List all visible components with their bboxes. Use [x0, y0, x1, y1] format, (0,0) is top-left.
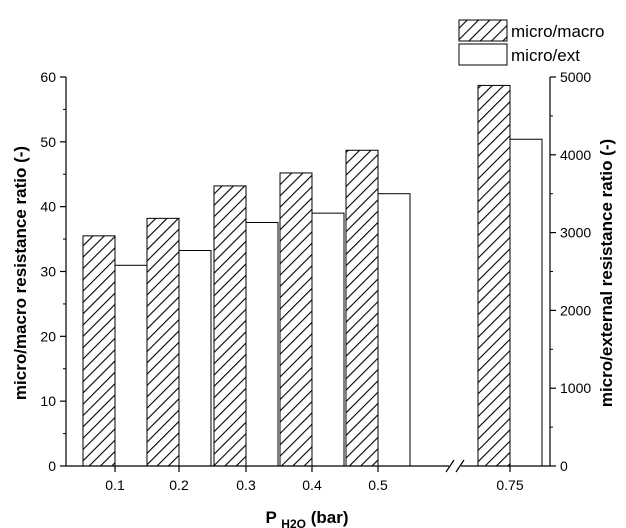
y-left-tick-label-10: 10	[40, 393, 56, 409]
legend-label-micro-ext: micro/ext	[511, 46, 580, 65]
x-axis-title-suffix: (bar)	[311, 508, 349, 527]
legend-swatch-micro-ext	[458, 43, 508, 66]
y-left-tick-label-0: 0	[48, 458, 56, 474]
bar-micro-macro-0.4	[279, 172, 313, 467]
y-axis-right-title: micro/external resistance ratio (-)	[597, 139, 616, 407]
x-tick-label-0.3: 0.3	[236, 477, 256, 493]
x-tick-label-0.2: 0.2	[169, 477, 189, 493]
y-right-tick-label-5000: 5000	[560, 69, 591, 85]
y-right-tick-label-2000: 2000	[560, 302, 591, 318]
bar-micro-ext-0.1	[114, 264, 148, 467]
y-left-tick-label-30: 30	[40, 264, 56, 280]
x-axis-title: P H2O (bar)	[266, 508, 349, 528]
bar-micro-macro-0.2	[146, 217, 180, 467]
x-tick-label-0.4: 0.4	[302, 477, 322, 493]
legend: micro/macro micro/ext	[458, 19, 605, 66]
axis-break-mark-2	[455, 459, 465, 473]
y-right-tick-label-4000: 4000	[560, 147, 591, 163]
y-left-tick-label-60: 60	[40, 69, 56, 85]
axes-layer: 0 10 20 30 40 50 60 0 1000 2000 3000 4000 5000 0.1 0.2…	[40, 69, 591, 493]
y-left-tick-label-40: 40	[40, 199, 56, 215]
bar-micro-ext-0.5	[377, 193, 411, 467]
y-left-tick-label-50: 50	[40, 134, 56, 150]
bar-micro-macro-0.75	[477, 84, 511, 467]
x-axis-title-main: P	[266, 508, 277, 527]
bar-micro-ext-0.3	[245, 221, 279, 467]
bar-micro-macro-0.1	[82, 235, 116, 467]
y-axis-left-title: micro/macro resistance ratio (-)	[11, 146, 30, 400]
bar-micro-ext-0.75	[509, 138, 543, 467]
axis-break-mark-1	[445, 459, 455, 473]
x-tick-label-0.75: 0.75	[496, 477, 523, 493]
y-right-tick-label-3000: 3000	[560, 225, 591, 241]
y-right-tick-label-1000: 1000	[560, 380, 591, 396]
bars-layer	[82, 84, 543, 467]
legend-swatch-micro-macro	[458, 19, 508, 42]
bar-micro-macro-0.3	[213, 185, 247, 467]
bar-micro-ext-0.2	[178, 249, 212, 467]
bar-micro-macro-0.5	[345, 149, 379, 467]
x-tick-label-0.5: 0.5	[368, 477, 388, 493]
bar-micro-ext-0.4	[311, 212, 345, 467]
y-left-tick-label-20: 20	[40, 328, 56, 344]
x-axis-title-subscript: H2O	[281, 517, 306, 528]
legend-label-micro-macro: micro/macro	[511, 22, 605, 41]
x-tick-label-0.1: 0.1	[105, 477, 125, 493]
y-right-tick-label-0: 0	[560, 458, 568, 474]
